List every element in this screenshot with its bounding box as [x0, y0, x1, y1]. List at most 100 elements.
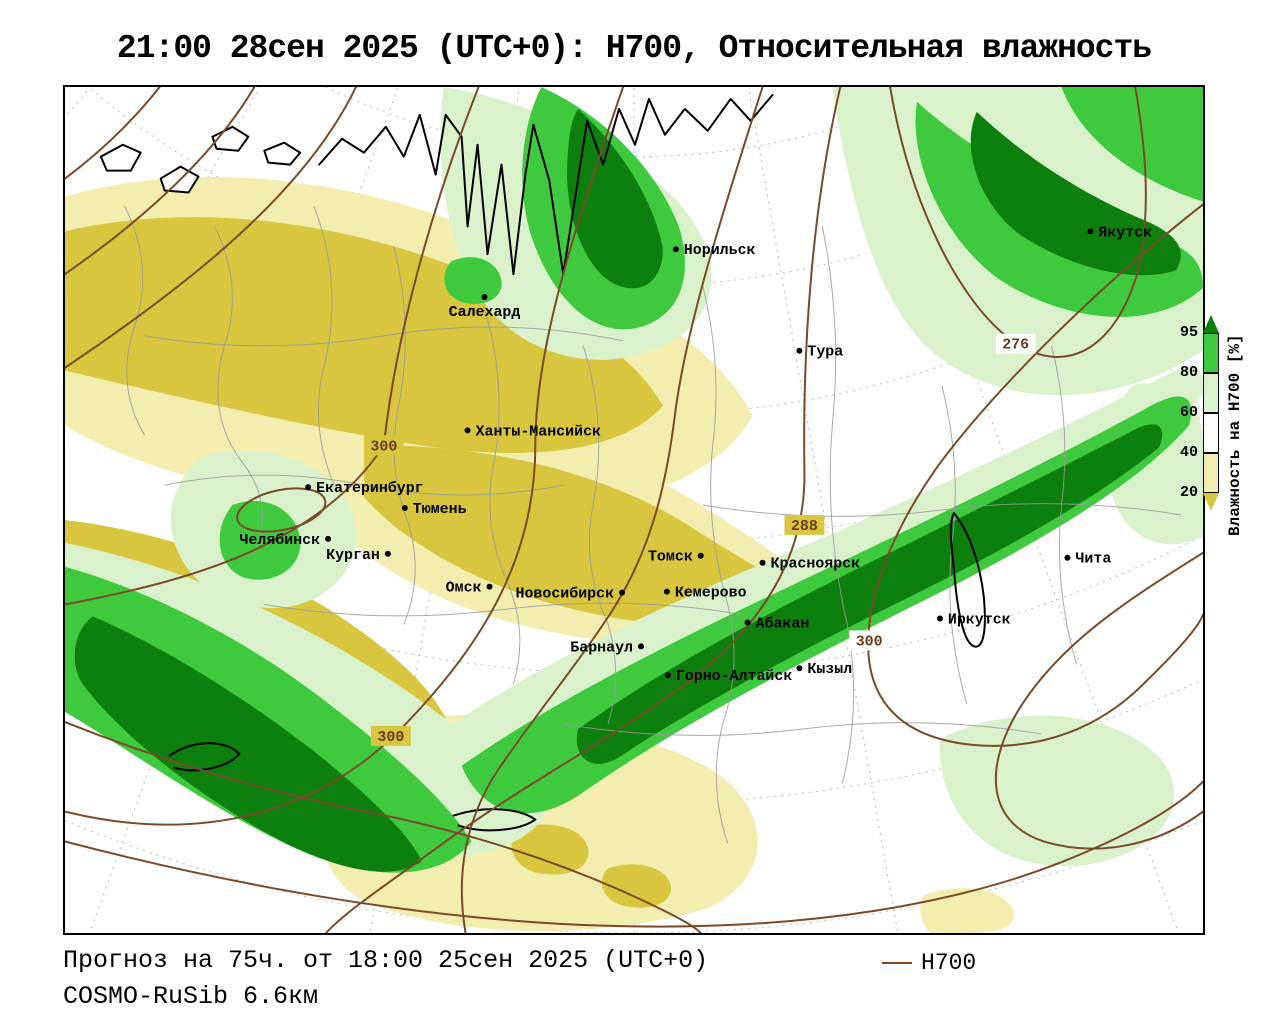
city-label: Тюмень	[413, 502, 467, 518]
map-graphic	[483, 305, 521, 685]
humidity-colorbar	[1203, 315, 1219, 511]
contour-height-label: 300	[856, 634, 883, 650]
map-graphic	[214, 226, 263, 555]
coastlines	[99, 93, 986, 832]
city-dot	[619, 589, 626, 596]
city-dot	[936, 615, 943, 622]
page-title: 21:00 28сен 2025 (UTC+0): H700, Относите…	[116, 30, 1152, 67]
map-graphic	[889, 87, 1147, 358]
city-label: Кемерово	[675, 586, 747, 602]
lake-south	[452, 808, 537, 832]
city-dot	[672, 246, 679, 253]
contour-label-bg	[784, 514, 825, 535]
lake-southwest	[168, 742, 241, 772]
colorbar-segment	[1203, 413, 1219, 453]
humidity-field	[65, 87, 1203, 933]
city-dot	[325, 535, 332, 542]
city-label: Екатеринбург	[316, 481, 424, 497]
contour-height-label: 276	[1002, 338, 1029, 354]
map-graphic	[511, 824, 589, 875]
city-label: Новосибирск	[515, 587, 614, 603]
contour-height-label: 288	[791, 519, 818, 535]
model-name-text: COSMO-RuSib 6.6км	[63, 982, 319, 1011]
map-graphic	[124, 206, 146, 436]
map-graphic	[702, 285, 735, 844]
map-graphic	[444, 257, 502, 304]
city-markers: Норильск Якутск Салехард Тура Ханты-Мансийск…	[239, 225, 1152, 685]
map-graphic	[88, 87, 399, 933]
city-dot	[1087, 228, 1094, 235]
city-dot	[486, 583, 493, 590]
city-dot	[796, 347, 803, 354]
city-dot	[401, 505, 408, 511]
contour-labels: 276 300 288 300 300	[363, 333, 1036, 746]
city-label: Омск	[446, 581, 482, 597]
map-graphic	[939, 715, 1175, 867]
contour-legend: H700	[882, 950, 976, 976]
map-graphic	[264, 602, 743, 617]
city-dot	[697, 552, 704, 559]
city-dot	[663, 588, 670, 595]
city-dot	[481, 294, 488, 300]
arctic-coastline	[318, 93, 774, 276]
colorbar-segment	[1203, 453, 1219, 493]
map-graphic	[970, 111, 1181, 276]
city-label: Горно-Алтайск	[676, 669, 793, 685]
colorbar-segment	[1203, 333, 1219, 373]
city-label: Кызыл	[807, 662, 852, 678]
map-graphic	[313, 206, 335, 486]
city-label: Ханты-Мансийск	[476, 424, 601, 440]
colorbar-segment	[1203, 315, 1219, 333]
city-dot	[637, 643, 644, 650]
contour-label-bg	[995, 333, 1036, 354]
city-dot	[744, 619, 751, 626]
h700-line-sample	[882, 962, 912, 964]
map-graphic	[74, 616, 422, 872]
city-dot	[305, 484, 312, 491]
city-label: Якутск	[1098, 225, 1152, 241]
h700-legend-label: H700	[921, 950, 977, 976]
city-label: Чита	[1075, 552, 1111, 568]
map-graphic	[164, 474, 564, 496]
map-graphic	[65, 87, 256, 276]
city-label: Тура	[807, 345, 843, 361]
map-graphic	[65, 87, 625, 826]
map-graphic	[65, 87, 357, 369]
city-label: Абакан	[756, 616, 810, 632]
colorbar-tick-label: 20	[1179, 484, 1198, 501]
city-dot	[796, 665, 803, 672]
map-canvas: 276 300 288 300 300 Норильск Якутск Салехард Ту…	[65, 87, 1203, 933]
lake-baikal	[949, 511, 986, 648]
colorbar-tick-label: 80	[1179, 364, 1198, 381]
map-graphic	[1061, 87, 1203, 202]
map-graphic	[867, 203, 1203, 747]
map-graphic	[65, 721, 702, 933]
colorbar-segment	[1203, 373, 1219, 413]
map-graphic	[219, 501, 301, 580]
map-graphic	[994, 551, 1203, 850]
contour-label-bg	[363, 435, 404, 456]
map-graphic	[236, 487, 327, 533]
map-graphic	[601, 864, 671, 908]
map-graphic	[325, 87, 842, 933]
map-graphic	[582, 345, 617, 725]
city-dot	[1064, 554, 1071, 561]
map-graphic	[563, 722, 1042, 736]
city-label: Красноярск	[771, 557, 861, 573]
map-graphic	[567, 108, 663, 289]
city-label: Салехард	[449, 305, 521, 321]
colorbar-tick-label: 95	[1179, 324, 1198, 341]
city-dot	[759, 559, 766, 566]
map-graphic	[144, 326, 624, 347]
colorbar-tick-label: 60	[1179, 404, 1198, 421]
city-dot	[464, 427, 471, 434]
colorbar-segment	[1203, 493, 1219, 511]
map-graphic	[65, 87, 161, 180]
city-label: Барнаул	[570, 640, 633, 656]
arctic-island	[263, 141, 302, 166]
city-dot	[384, 550, 391, 557]
map-area: 276 300 288 300 300 Норильск Якутск Салехард Ту…	[63, 85, 1205, 935]
contour-label-bg	[849, 630, 890, 651]
map-graphic	[920, 888, 1014, 933]
city-label: Иркутск	[948, 612, 1011, 628]
